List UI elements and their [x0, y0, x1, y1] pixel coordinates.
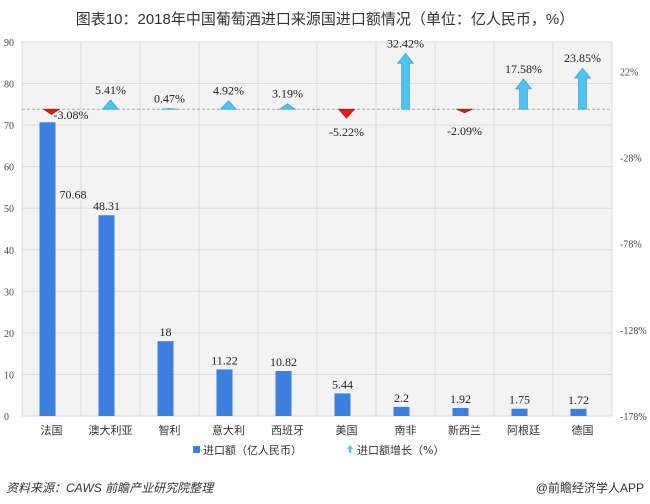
growth-arrow: [278, 103, 297, 110]
growth-arrow: [161, 108, 178, 110]
left-tick-label: 70: [4, 121, 14, 132]
category-label: 意大利: [212, 423, 245, 437]
growth-arrow: [101, 99, 120, 110]
growth-label: 5.41%: [95, 83, 126, 97]
bar: [157, 341, 174, 416]
growth-arrow: [573, 67, 592, 110]
growth-label: 17.58%: [505, 62, 542, 76]
bar-label: 10.82: [270, 355, 297, 369]
right-tick-label: -178%: [620, 412, 647, 423]
bar: [570, 408, 587, 416]
left-tick-label: 40: [4, 246, 14, 257]
category-label: 智利: [159, 423, 181, 437]
growth-arrow: [396, 52, 415, 110]
bar-label: 1.92: [450, 392, 471, 406]
growth-label: 4.92%: [213, 84, 244, 98]
category-label: 西班牙: [271, 424, 304, 437]
right-tick-label: -78%: [620, 240, 642, 251]
growth-label: 3.19%: [272, 87, 303, 101]
legend-arrow-swatch: [347, 445, 353, 453]
bar-label: 1.72: [568, 393, 589, 407]
category-label: 新西兰: [448, 423, 481, 437]
growth-arrow: [42, 108, 61, 115]
bar-label: 48.31: [93, 199, 120, 213]
left-tick-label: 30: [4, 287, 14, 298]
bar: [275, 371, 292, 416]
legend-bar-swatch: [193, 446, 200, 453]
chart-title: 图表10：2018年中国葡萄酒进口来源国进口额情况（单位：亿人民币，%）: [75, 11, 575, 28]
legend-arrow-label: 进口额增长（%）: [357, 443, 444, 457]
growth-label: -5.22%: [329, 125, 364, 139]
bar-label: 18: [160, 325, 172, 339]
growth-arrow: [456, 108, 473, 114]
left-tick-label: 60: [4, 163, 14, 174]
category-label: 德国: [572, 423, 594, 437]
left-tick-label: 10: [4, 370, 14, 381]
brand-label: @前瞻经济学人APP: [535, 481, 644, 495]
category-label: 法国: [41, 423, 63, 437]
legend-bar-label: 进口额（亿人民币）: [203, 444, 302, 457]
category-label: 澳大利亚: [89, 423, 133, 437]
bar-label: 1.75: [509, 393, 530, 407]
right-tick-label: 22%: [620, 67, 638, 78]
growth-label: 23.85%: [564, 51, 601, 65]
category-label: 阿根廷: [507, 423, 540, 437]
left-tick-label: 90: [4, 38, 14, 49]
left-tick-label: 80: [4, 80, 14, 91]
source-note: 资料来源：CAWS 前瞻产业研究院整理: [6, 481, 214, 495]
bar: [98, 215, 115, 416]
bar: [452, 408, 469, 416]
growth-label: 32.42%: [387, 36, 424, 50]
category-label: 南非: [395, 424, 417, 437]
growth-label: -3.08%: [54, 108, 89, 122]
bar: [39, 122, 56, 416]
left-tick-label: 0: [4, 412, 9, 423]
bar: [511, 408, 528, 416]
growth-label: -2.09%: [447, 124, 482, 138]
bar: [216, 369, 233, 416]
bar-label: 70.68: [60, 187, 87, 201]
growth-arrow: [337, 108, 356, 119]
right-tick-label: -28%: [620, 153, 642, 164]
bar-label: 5.44: [332, 377, 353, 391]
bar-label: 2.2: [394, 391, 409, 405]
growth-label: 0.47%: [154, 91, 185, 105]
growth-arrow: [219, 100, 238, 110]
bar: [393, 406, 410, 416]
category-label: 美国: [336, 424, 358, 437]
bar-label: 11.22: [211, 353, 238, 367]
growth-arrow: [514, 78, 533, 110]
bar: [334, 393, 351, 416]
left-tick-label: 20: [4, 329, 14, 340]
right-tick-label: -128%: [620, 326, 647, 337]
left-tick-label: 50: [4, 204, 14, 215]
